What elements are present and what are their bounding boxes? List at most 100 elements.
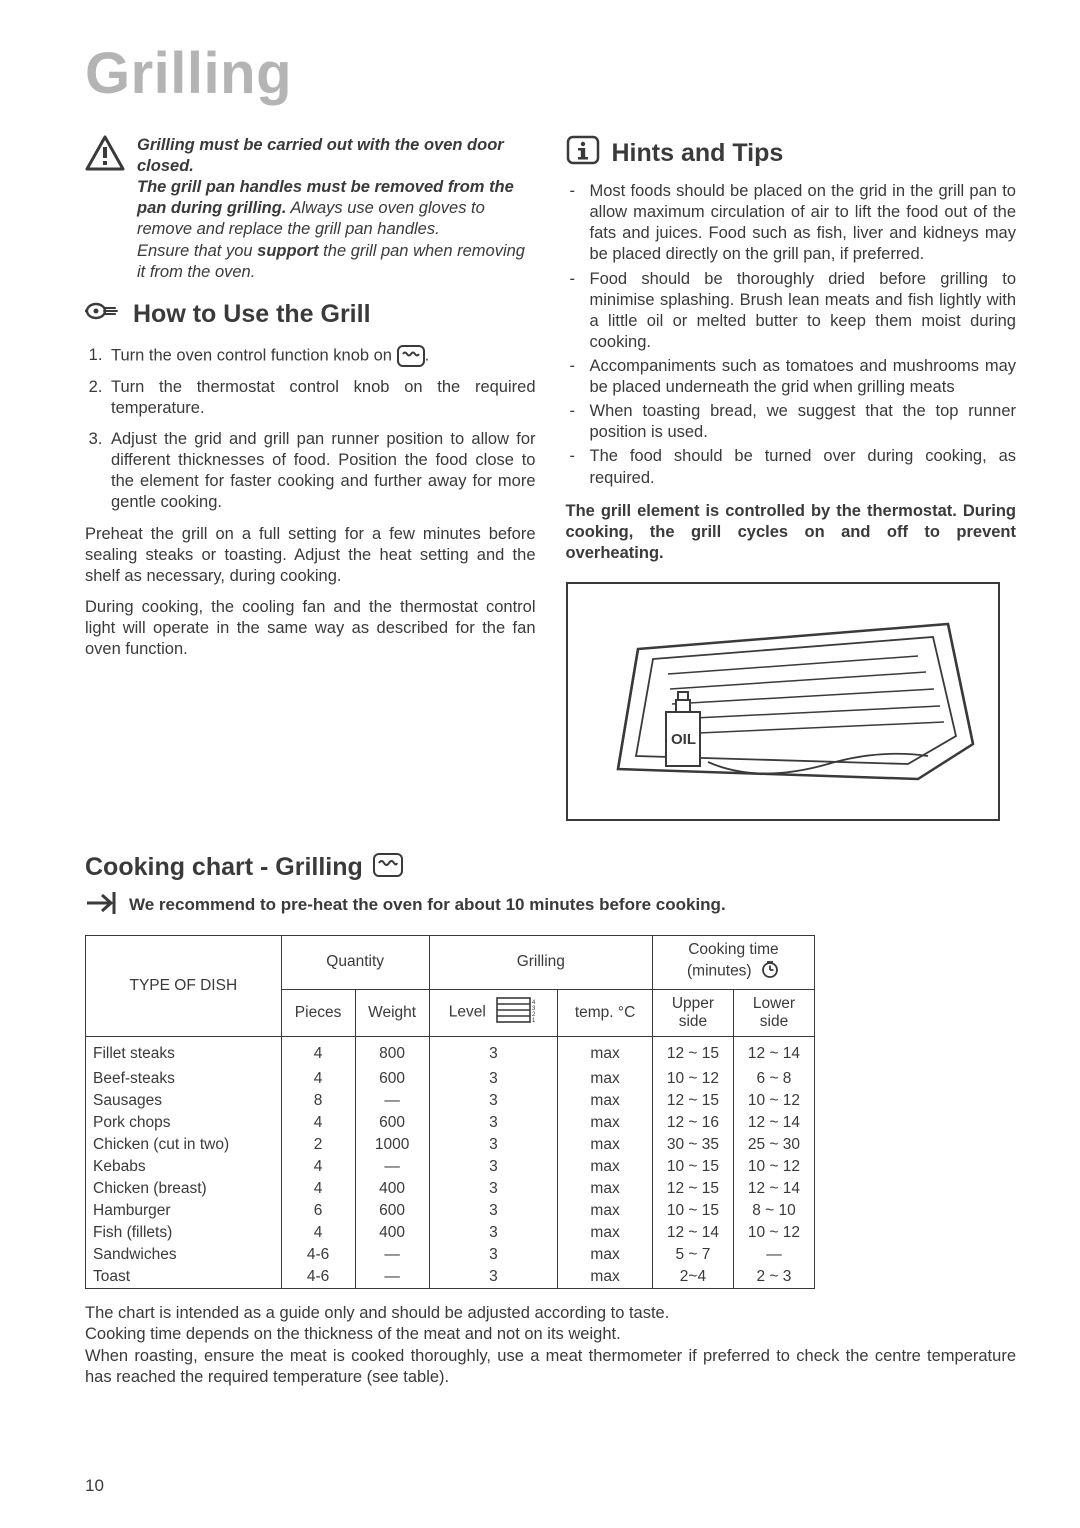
para-preheat: Preheat the grill on a full setting for … bbox=[85, 524, 536, 587]
table-cell: 3 bbox=[429, 1178, 558, 1200]
page-title: Grilling bbox=[85, 40, 1016, 107]
table-cell: 400 bbox=[355, 1222, 429, 1244]
table-cell: Chicken (cut in two) bbox=[86, 1134, 282, 1156]
table-cell: Toast bbox=[86, 1266, 282, 1289]
table-cell: 10 ~ 15 bbox=[652, 1156, 733, 1178]
table-cell: 2 bbox=[281, 1134, 355, 1156]
table-cell: Fillet steaks bbox=[86, 1036, 282, 1068]
clock-icon bbox=[760, 959, 780, 984]
table-cell: max bbox=[558, 1068, 653, 1090]
table-cell: 4 bbox=[281, 1112, 355, 1134]
table-cell: 12 ~ 15 bbox=[652, 1036, 733, 1068]
table-cell: 3 bbox=[429, 1222, 558, 1244]
th-type: TYPE OF DISH bbox=[86, 935, 282, 1036]
warning-box: Grilling must be carried out with the ov… bbox=[85, 135, 536, 283]
table-cell: — bbox=[733, 1244, 814, 1266]
table-cell: 12 ~ 15 bbox=[652, 1178, 733, 1200]
hand-icon bbox=[85, 297, 121, 331]
grill-mode-icon bbox=[373, 853, 403, 882]
warning-text: Grilling must be carried out with the ov… bbox=[137, 135, 536, 283]
table-cell: 3 bbox=[429, 1156, 558, 1178]
table-cell: max bbox=[558, 1178, 653, 1200]
table-cell: 4-6 bbox=[281, 1244, 355, 1266]
table-cell: 3 bbox=[429, 1068, 558, 1090]
table-cell: 10 ~ 12 bbox=[733, 1156, 814, 1178]
table-cell: 600 bbox=[355, 1112, 429, 1134]
table-cell: 6 bbox=[281, 1200, 355, 1222]
th-qty: Quantity bbox=[281, 935, 429, 989]
svg-text:OIL: OIL bbox=[671, 731, 696, 748]
table-cell: Hamburger bbox=[86, 1200, 282, 1222]
table-cell: max bbox=[558, 1200, 653, 1222]
table-cell: 2~4 bbox=[652, 1266, 733, 1289]
table-cell: max bbox=[558, 1244, 653, 1266]
table-cell: — bbox=[355, 1090, 429, 1112]
grill-knob-icon bbox=[397, 345, 425, 367]
table-cell: 4-6 bbox=[281, 1266, 355, 1289]
table-cell: 4 bbox=[281, 1156, 355, 1178]
hint-item: Food should be thoroughly dried before g… bbox=[566, 269, 1017, 353]
table-cell: max bbox=[558, 1222, 653, 1244]
th-pieces: Pieces bbox=[281, 989, 355, 1036]
table-cell: 25 ~ 30 bbox=[733, 1134, 814, 1156]
para-fan: During cooking, the cooling fan and the … bbox=[85, 597, 536, 660]
table-cell: max bbox=[558, 1090, 653, 1112]
info-icon bbox=[566, 135, 600, 171]
hints-list: Most foods should be placed on the grid … bbox=[566, 181, 1017, 489]
table-cell: 400 bbox=[355, 1178, 429, 1200]
table-cell: — bbox=[355, 1244, 429, 1266]
table-cell: — bbox=[355, 1156, 429, 1178]
hint-item: The food should be turned over during co… bbox=[566, 446, 1017, 488]
table-cell: 5 ~ 7 bbox=[652, 1244, 733, 1266]
th-upper: Upper side bbox=[652, 989, 733, 1036]
table-cell: 10 ~ 12 bbox=[652, 1068, 733, 1090]
table-cell: 3 bbox=[429, 1200, 558, 1222]
table-cell: 6 ~ 8 bbox=[733, 1068, 814, 1090]
table-cell: 3 bbox=[429, 1134, 558, 1156]
table-cell: 3 bbox=[429, 1036, 558, 1068]
table-cell: 3 bbox=[429, 1244, 558, 1266]
table-cell: Chicken (breast) bbox=[86, 1178, 282, 1200]
howto-heading: How to Use the Grill bbox=[85, 297, 536, 331]
table-cell: 12 ~ 14 bbox=[733, 1036, 814, 1068]
table-cell: 800 bbox=[355, 1036, 429, 1068]
table-cell: 4 bbox=[281, 1178, 355, 1200]
warning-icon bbox=[85, 135, 125, 283]
hints-heading: Hints and Tips bbox=[566, 135, 1017, 171]
table-cell: Beef-steaks bbox=[86, 1068, 282, 1090]
table-cell: — bbox=[355, 1266, 429, 1289]
arrow-icon bbox=[85, 890, 119, 921]
table-cell: max bbox=[558, 1036, 653, 1068]
th-temp: temp. °C bbox=[558, 989, 653, 1036]
table-cell: 8 ~ 10 bbox=[733, 1200, 814, 1222]
table-cell: 2 ~ 3 bbox=[733, 1266, 814, 1289]
table-cell: Sandwiches bbox=[86, 1244, 282, 1266]
table-cell: 4 bbox=[281, 1222, 355, 1244]
table-cell: max bbox=[558, 1266, 653, 1289]
th-grill: Grilling bbox=[429, 935, 652, 989]
step-3: Adjust the grid and grill pan runner pos… bbox=[107, 429, 536, 513]
table-cell: 1000 bbox=[355, 1134, 429, 1156]
table-cell: 12 ~ 14 bbox=[733, 1112, 814, 1134]
table-cell: 4 bbox=[281, 1036, 355, 1068]
thermo-note: The grill element is controlled by the t… bbox=[566, 501, 1017, 564]
table-cell: 600 bbox=[355, 1068, 429, 1090]
hint-item: Most foods should be placed on the grid … bbox=[566, 181, 1017, 265]
table-cell: 10 ~ 15 bbox=[652, 1200, 733, 1222]
hint-item: When toasting bread, we suggest that the… bbox=[566, 401, 1017, 443]
step-1: Turn the oven control function knob on . bbox=[107, 345, 536, 367]
table-cell: 12 ~ 14 bbox=[652, 1222, 733, 1244]
table-cell: 4 bbox=[281, 1068, 355, 1090]
page-number: 10 bbox=[85, 1476, 104, 1496]
table-cell: Sausages bbox=[86, 1090, 282, 1112]
steps-list: Turn the oven control function knob on .… bbox=[85, 345, 536, 514]
hint-item: Accompaniments such as tomatoes and mush… bbox=[566, 356, 1017, 398]
shelf-icon: 4 3 2 1 bbox=[496, 997, 538, 1028]
table-cell: 8 bbox=[281, 1090, 355, 1112]
table-cell: 30 ~ 35 bbox=[652, 1134, 733, 1156]
table-cell: 3 bbox=[429, 1112, 558, 1134]
footer-notes: The chart is intended as a guide only an… bbox=[85, 1303, 1016, 1389]
table-cell: Pork chops bbox=[86, 1112, 282, 1134]
th-level: Level 4 3 2 1 bbox=[429, 989, 558, 1036]
table-cell: max bbox=[558, 1156, 653, 1178]
